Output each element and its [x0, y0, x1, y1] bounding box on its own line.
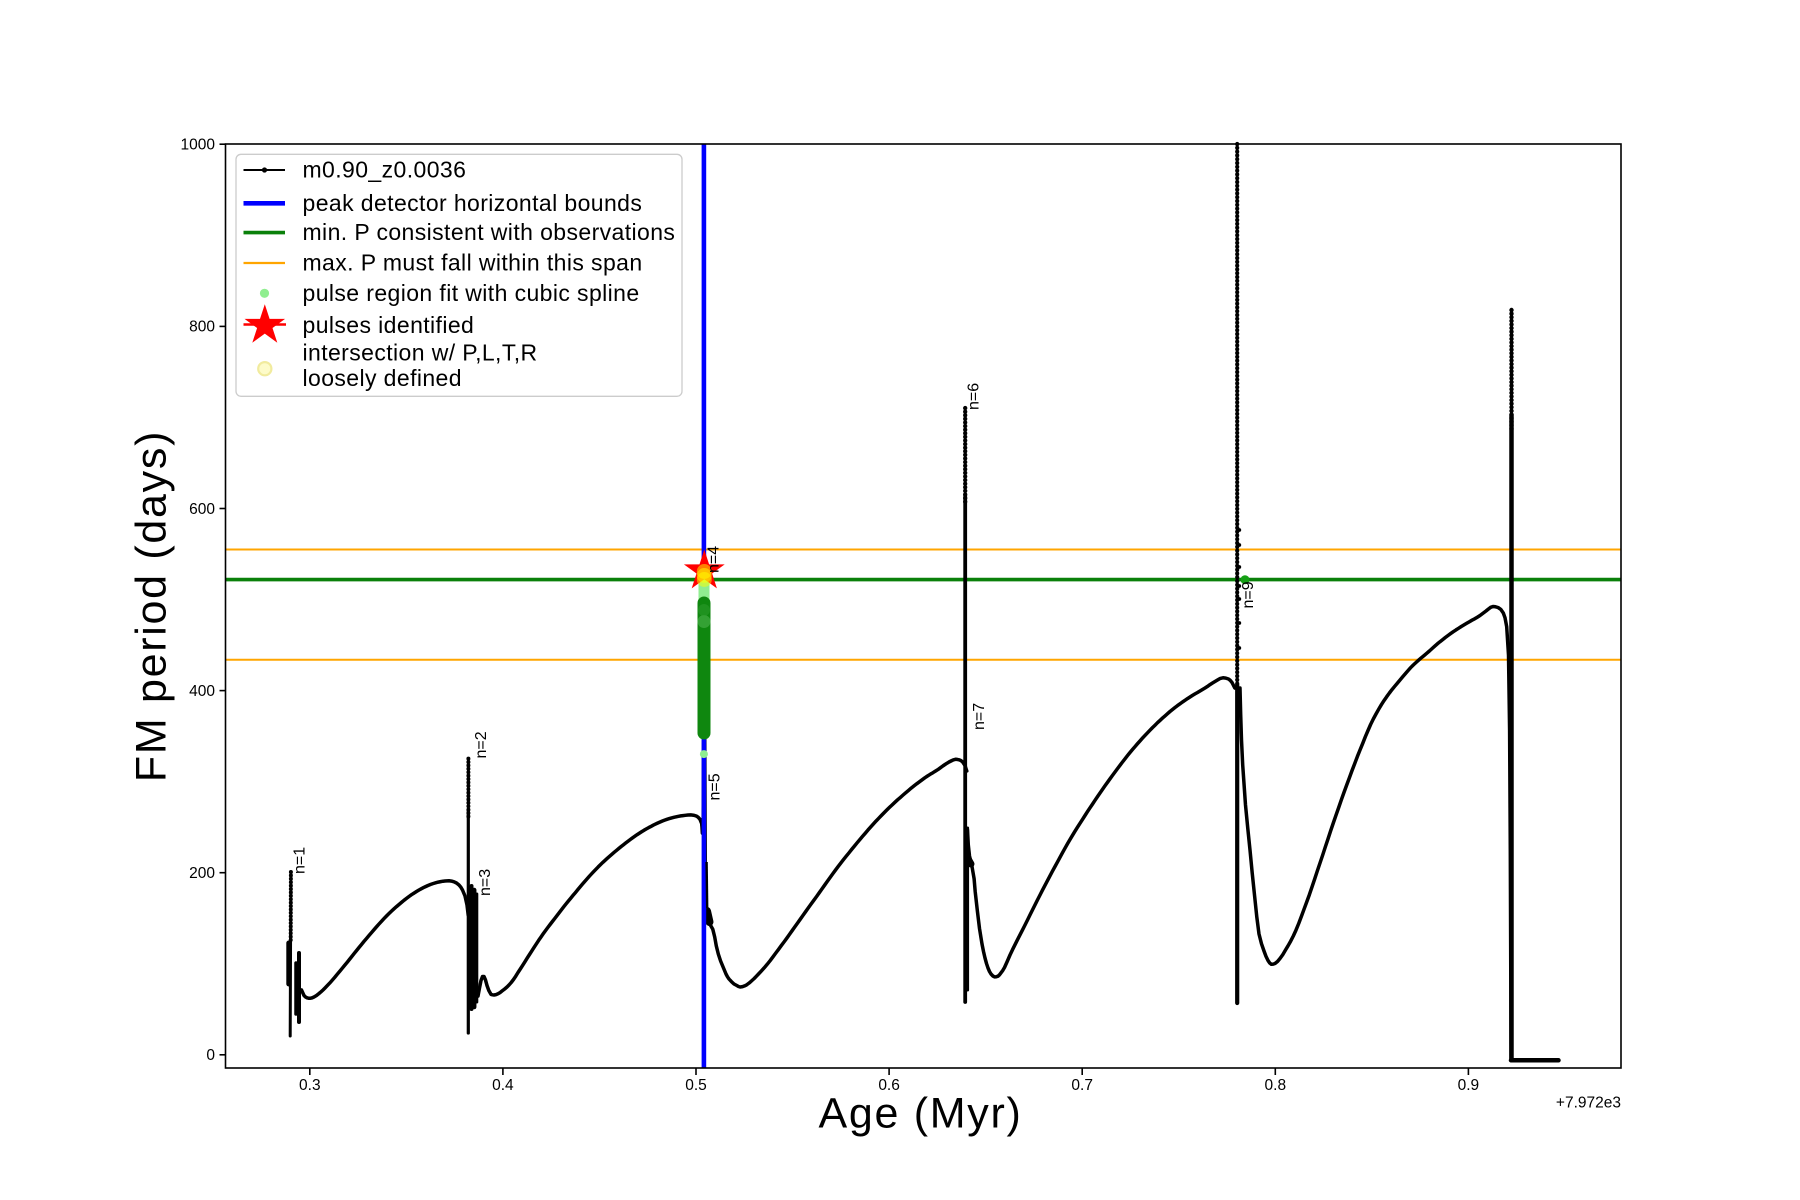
svg-text:800: 800	[189, 319, 215, 336]
svg-text:0.5: 0.5	[685, 1077, 707, 1094]
svg-text:0.9: 0.9	[1458, 1077, 1480, 1094]
svg-text:200: 200	[189, 865, 215, 882]
svg-text:intersection w/ P,L,T,R: intersection w/ P,L,T,R	[303, 340, 538, 366]
svg-text:max. P must fall within this s: max. P must fall within this span	[303, 250, 643, 276]
svg-text:0.8: 0.8	[1265, 1077, 1287, 1094]
svg-text:0.3: 0.3	[299, 1077, 321, 1094]
svg-text:n=2: n=2	[473, 731, 490, 758]
svg-text:loosely defined: loosely defined	[303, 365, 462, 391]
svg-text:min. P consistent with observa: min. P consistent with observations	[303, 219, 676, 245]
svg-text:n=1: n=1	[292, 847, 309, 874]
svg-text:Age (Myr): Age (Myr)	[818, 1090, 1022, 1138]
svg-text:600: 600	[189, 501, 215, 518]
svg-text:n=4: n=4	[706, 546, 723, 573]
svg-text:+7.972e3: +7.972e3	[1556, 1095, 1621, 1112]
svg-text:peak detector horizontal bound: peak detector horizontal bounds	[303, 190, 643, 216]
svg-text:0.7: 0.7	[1071, 1077, 1093, 1094]
svg-text:n=7: n=7	[971, 703, 988, 730]
svg-text:pulse region fit with cubic sp: pulse region fit with cubic spline	[303, 280, 640, 306]
svg-text:0.6: 0.6	[878, 1077, 900, 1094]
svg-text:400: 400	[189, 683, 215, 700]
svg-text:n=9: n=9	[1240, 581, 1257, 608]
svg-text:0.4: 0.4	[492, 1077, 514, 1094]
svg-text:n=6: n=6	[966, 383, 983, 410]
svg-text:pulses identified: pulses identified	[303, 312, 475, 338]
svg-text:m0.90_z0.0036: m0.90_z0.0036	[303, 157, 467, 183]
svg-text:FM period (days): FM period (days)	[127, 430, 175, 782]
svg-text:n=5: n=5	[707, 773, 724, 800]
svg-text:1000: 1000	[181, 137, 216, 154]
svg-text:n=3: n=3	[477, 869, 494, 896]
svg-text:0: 0	[206, 1047, 215, 1064]
